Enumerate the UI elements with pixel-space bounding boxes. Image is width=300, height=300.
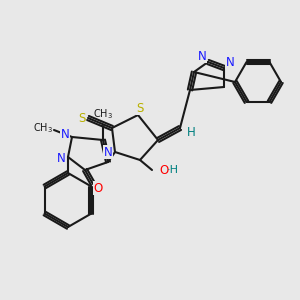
Text: O: O <box>159 164 168 176</box>
Text: N: N <box>103 146 112 158</box>
Text: CH$_3$: CH$_3$ <box>93 107 113 121</box>
Text: N: N <box>61 128 69 142</box>
Text: N: N <box>198 50 206 62</box>
Text: ·H: ·H <box>167 165 179 175</box>
Text: CH$_3$: CH$_3$ <box>33 121 53 135</box>
Text: N: N <box>226 56 234 68</box>
Text: N: N <box>57 152 65 166</box>
Text: S: S <box>78 112 86 124</box>
Text: O: O <box>93 182 103 194</box>
Text: S: S <box>136 101 144 115</box>
Text: H: H <box>187 125 196 139</box>
